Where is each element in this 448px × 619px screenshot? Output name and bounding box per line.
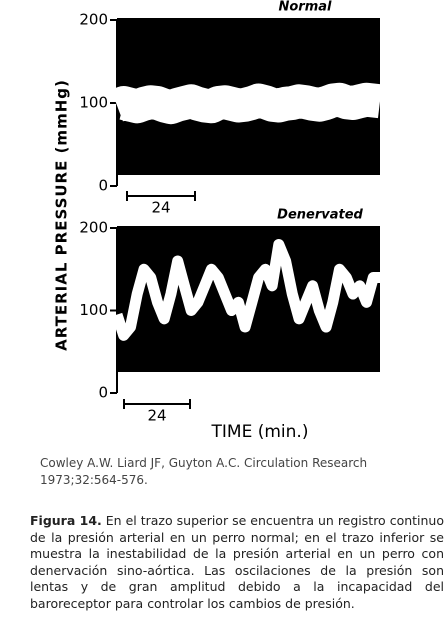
citation: Cowley A.W. Liard JF, Guyton A.C. Circul… bbox=[40, 456, 368, 470]
y-axis-label: ARTERIAL PRESSURE (mmHg) bbox=[53, 79, 71, 351]
panel-title: Denervated bbox=[277, 208, 363, 223]
trace-line bbox=[106, 82, 391, 125]
x-axis-label: TIME (min.) bbox=[211, 422, 309, 442]
figure: ARTERIAL PRESSURE (mmHg) TIME (min.) Nor… bbox=[52, 0, 391, 442]
y-tick-label: 0 bbox=[98, 384, 108, 402]
caption: Figura 14. En el trazo superior se encue… bbox=[30, 513, 444, 612]
y-tick-label: 200 bbox=[79, 219, 108, 237]
y-tick-label: 100 bbox=[79, 301, 108, 319]
caption-text: En el trazo superior se encuentra un reg… bbox=[30, 513, 444, 611]
citation: 1973;32:564-576. bbox=[40, 473, 148, 487]
trace-line bbox=[111, 239, 380, 341]
scale-bar-label: 24 bbox=[151, 199, 170, 217]
y-tick-label: 0 bbox=[98, 177, 108, 195]
scale-bar-label: 24 bbox=[147, 407, 166, 425]
y-tick-label: 100 bbox=[79, 94, 108, 112]
caption-label: Figura 14. bbox=[30, 513, 102, 528]
panel-title: Normal bbox=[279, 0, 333, 15]
y-tick-label: 200 bbox=[79, 11, 108, 29]
